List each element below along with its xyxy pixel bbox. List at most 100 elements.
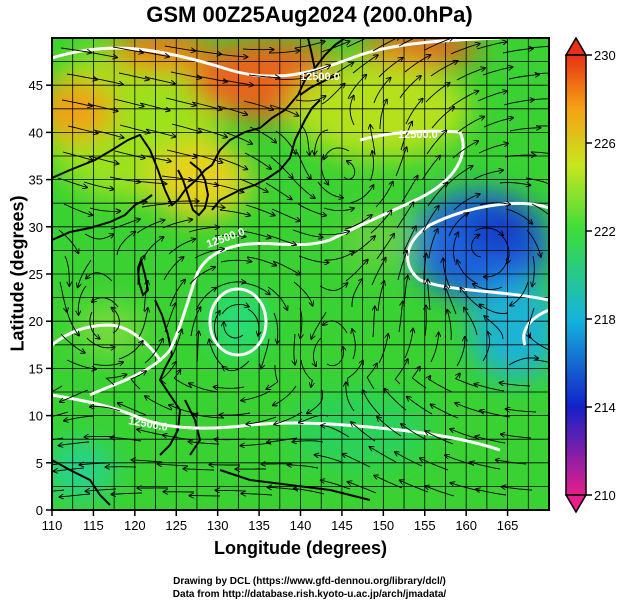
streamline bbox=[217, 105, 247, 115]
streamline bbox=[376, 234, 394, 260]
streamline bbox=[169, 280, 185, 307]
streamline bbox=[161, 175, 192, 180]
streamline bbox=[373, 78, 391, 104]
streamline bbox=[246, 416, 277, 424]
streamline bbox=[496, 460, 527, 465]
streamline bbox=[351, 279, 362, 307]
streamline bbox=[384, 389, 407, 411]
streamline bbox=[240, 230, 271, 238]
streamline bbox=[138, 308, 148, 338]
streamline bbox=[297, 203, 326, 215]
streamline bbox=[425, 306, 426, 337]
streamline bbox=[369, 151, 374, 182]
streamline bbox=[317, 181, 343, 198]
streamline bbox=[528, 46, 549, 49]
streamline bbox=[500, 234, 509, 263]
streamline bbox=[183, 469, 215, 470]
streamline bbox=[62, 151, 93, 160]
streamline bbox=[67, 125, 98, 133]
streamline bbox=[118, 403, 147, 416]
streamline bbox=[315, 455, 345, 464]
streamline bbox=[59, 441, 90, 446]
streamline bbox=[54, 467, 85, 471]
x-tick-label: 130 bbox=[207, 518, 229, 533]
streamline bbox=[476, 489, 507, 496]
streamline bbox=[456, 337, 465, 367]
streamline bbox=[350, 236, 375, 256]
streamline bbox=[528, 307, 535, 337]
streamline bbox=[484, 316, 504, 340]
streamline bbox=[59, 281, 67, 312]
streamline bbox=[118, 72, 149, 80]
streamline bbox=[447, 310, 452, 341]
streamline bbox=[473, 170, 503, 180]
streamline bbox=[138, 50, 169, 57]
streamline bbox=[118, 341, 143, 360]
streamline bbox=[268, 50, 300, 53]
streamline bbox=[300, 307, 302, 338]
streamline bbox=[60, 389, 89, 402]
streamline bbox=[426, 131, 446, 155]
streamline bbox=[508, 358, 538, 366]
streamline bbox=[311, 311, 327, 339]
credit-data: Data from http://database.rish.kyoto-u.a… bbox=[172, 589, 447, 600]
streamline bbox=[318, 231, 349, 234]
streamline bbox=[66, 359, 96, 369]
streamline bbox=[321, 425, 350, 438]
streamline bbox=[352, 329, 355, 360]
streamline bbox=[288, 465, 319, 469]
streamline bbox=[60, 47, 91, 53]
streamline bbox=[165, 97, 196, 105]
streamline bbox=[313, 337, 322, 366]
streamline bbox=[534, 72, 549, 75]
streamline bbox=[424, 38, 453, 51]
streamline bbox=[411, 367, 427, 389]
streamline bbox=[265, 182, 292, 199]
streamline bbox=[298, 255, 329, 263]
streamline bbox=[396, 202, 414, 229]
streamline bbox=[171, 123, 202, 132]
streamline bbox=[52, 489, 65, 492]
streamline bbox=[64, 415, 95, 421]
wind-streamlines bbox=[52, 38, 549, 497]
streamline bbox=[483, 118, 513, 128]
streamline bbox=[395, 147, 407, 177]
streamline bbox=[224, 322, 244, 339]
streamline bbox=[273, 312, 278, 343]
streamline bbox=[457, 117, 484, 133]
streamline bbox=[166, 149, 197, 157]
streamline bbox=[375, 182, 393, 208]
streamline bbox=[187, 179, 218, 185]
streamline bbox=[140, 154, 171, 161]
colorbar: 230 226 222 218 214 210 bbox=[564, 36, 616, 514]
streamline bbox=[89, 207, 120, 211]
streamline bbox=[474, 227, 503, 235]
streamline bbox=[425, 83, 450, 103]
x-tick-label: 155 bbox=[414, 518, 436, 533]
streamline bbox=[526, 229, 541, 257]
streamline bbox=[119, 124, 150, 133]
streamline bbox=[105, 375, 126, 386]
streamline bbox=[443, 258, 451, 289]
contour-label: 12500.0 bbox=[300, 71, 340, 83]
streamline bbox=[378, 58, 403, 78]
streamline bbox=[323, 208, 354, 211]
streamline bbox=[214, 235, 246, 236]
y-tick-label: 35 bbox=[29, 173, 43, 188]
streamline bbox=[351, 422, 376, 442]
streamline bbox=[213, 311, 219, 341]
streamline bbox=[397, 251, 407, 281]
streamline bbox=[109, 176, 140, 182]
streamline bbox=[192, 153, 222, 163]
streamline bbox=[112, 46, 143, 53]
streamline bbox=[399, 76, 421, 99]
streamline bbox=[78, 285, 87, 315]
streamline bbox=[373, 307, 375, 338]
streamline bbox=[86, 51, 117, 58]
streamline bbox=[269, 104, 299, 116]
streamline bbox=[346, 382, 355, 412]
streamline bbox=[221, 304, 249, 315]
streamline bbox=[222, 79, 253, 85]
streamline bbox=[453, 194, 480, 211]
